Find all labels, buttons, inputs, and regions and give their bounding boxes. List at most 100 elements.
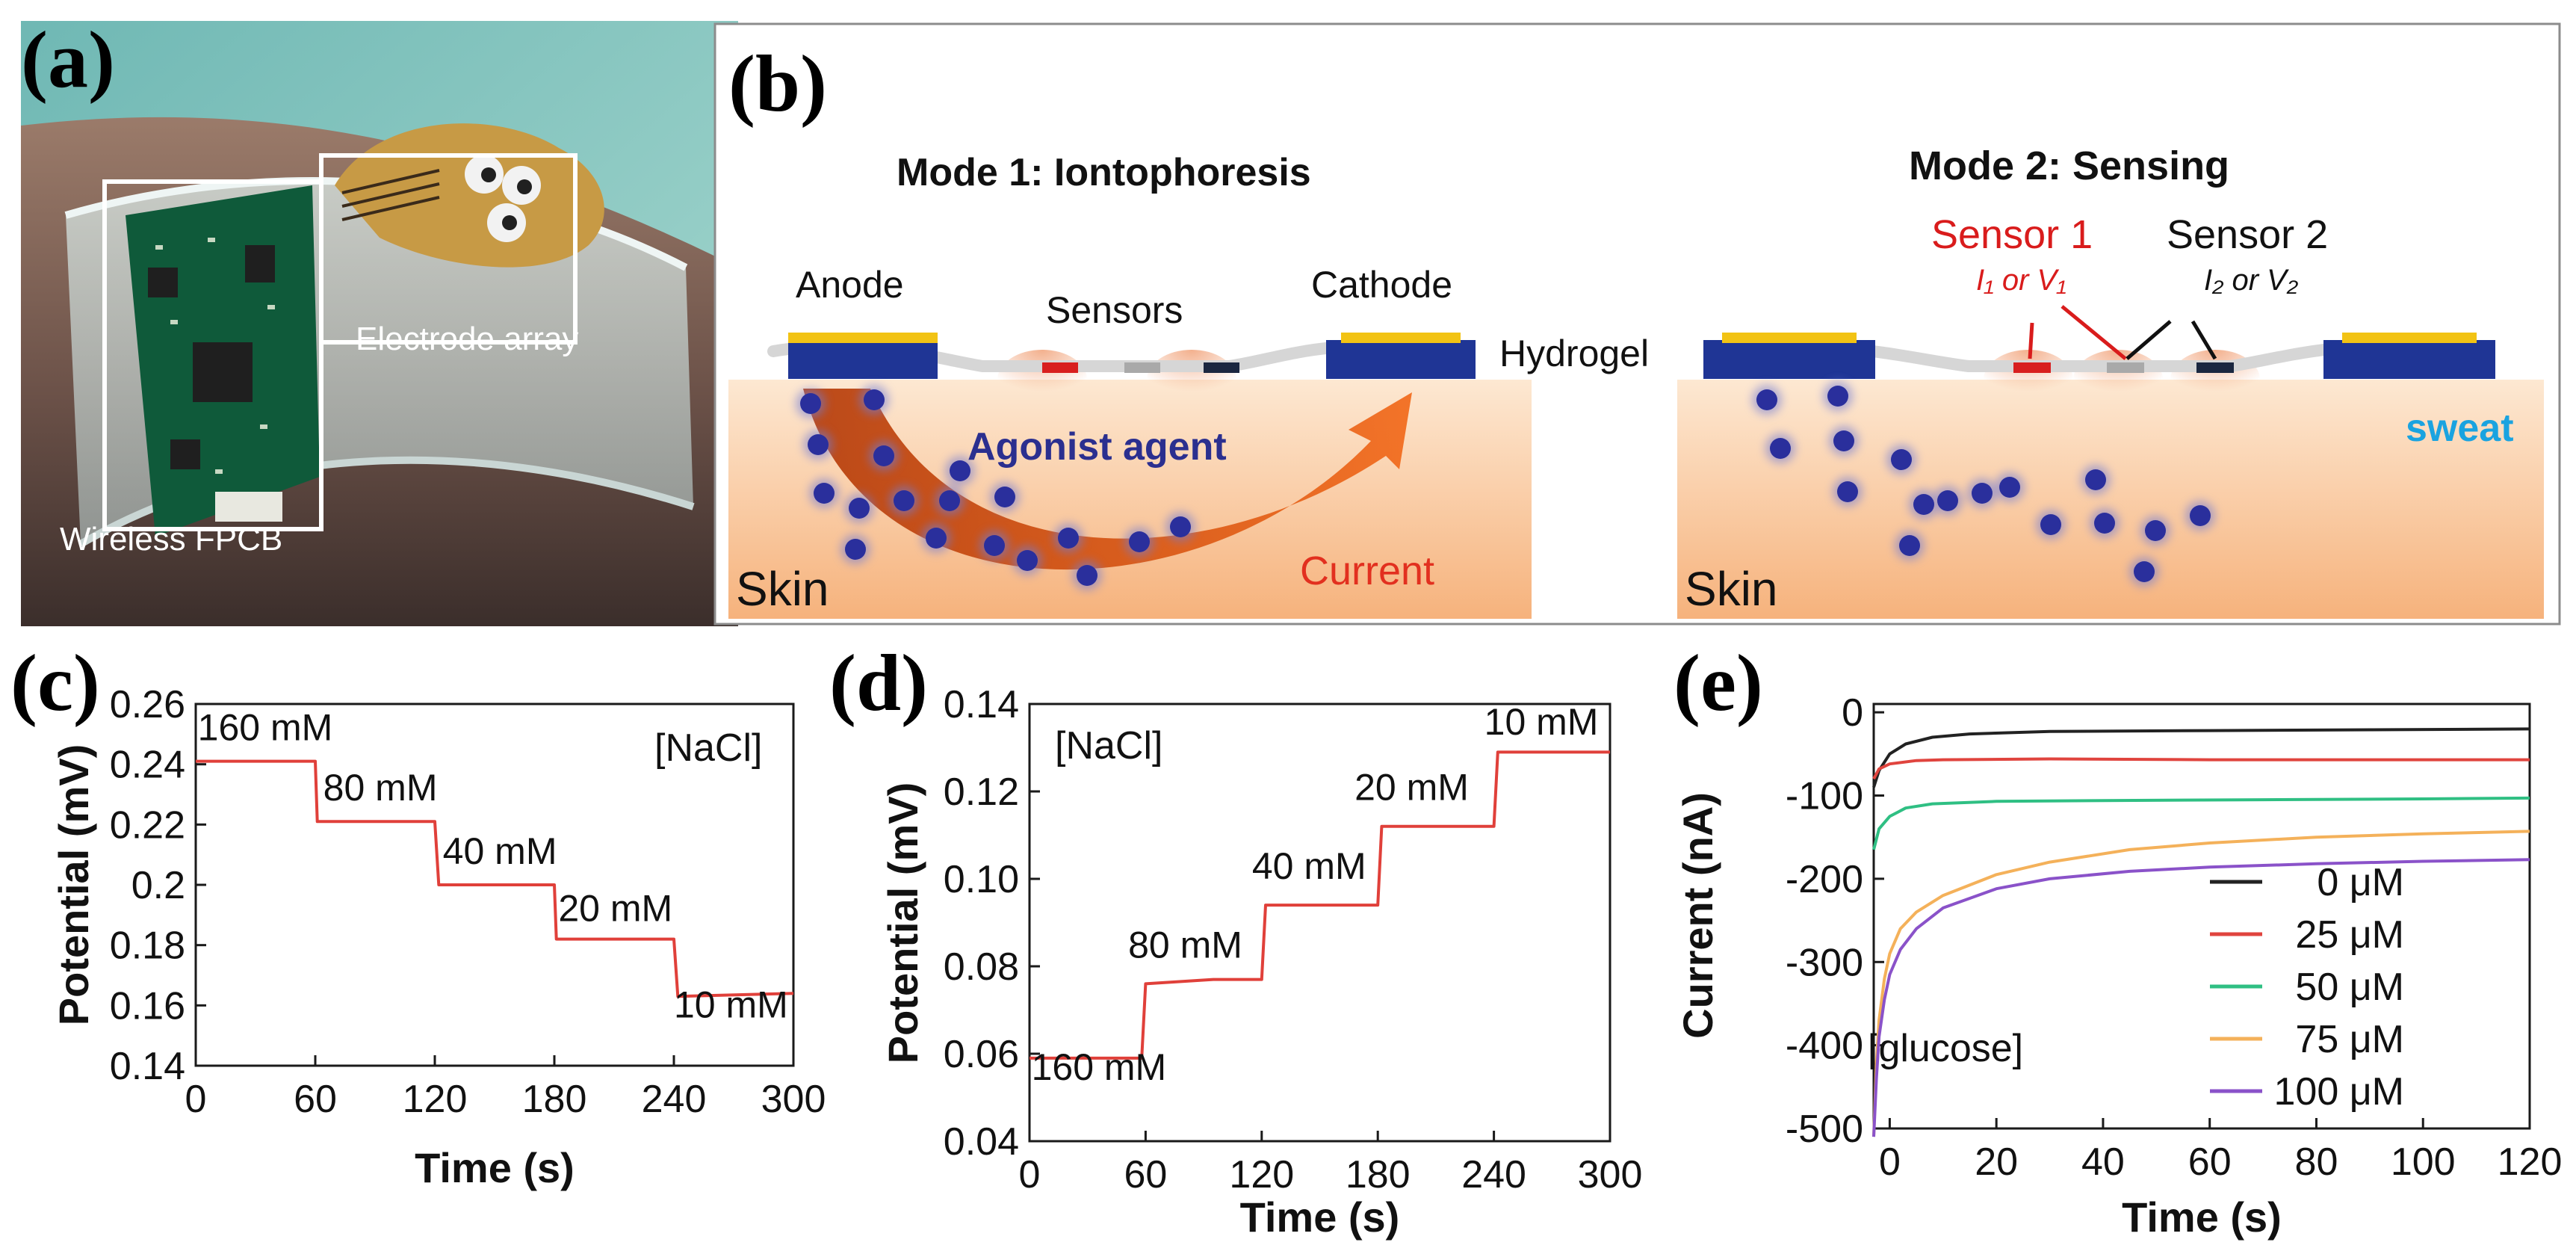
- series-line: [196, 759, 794, 998]
- mode2-title: Mode 2: Sensing: [1909, 143, 2229, 188]
- panel-label-b: (b): [728, 40, 827, 129]
- agonist-label: Agonist agent: [967, 425, 1227, 469]
- series-line: [1872, 796, 2530, 850]
- y-tick-label: 0.12: [944, 770, 1019, 814]
- skin-label-mode1: Skin: [736, 562, 829, 616]
- condition-label: [glucose]: [1868, 1027, 2023, 1070]
- chart-d: (d) 0.04 0.06 0.08 0.10 0.12 0.14 0 60 120 180 240 3…: [829, 639, 1643, 1241]
- cathode-electrode: [1326, 340, 1476, 379]
- sensors-label: Sensors: [1046, 289, 1183, 331]
- sweat-label: sweat: [2406, 407, 2514, 450]
- sensor1-label: Sensor 1: [1931, 212, 2093, 257]
- chart-e: (e) 0 -100 -200 -300 -400 -500 0 20 40 60 80 100 120 T…: [1674, 639, 2563, 1241]
- y-tick-label: 0.04: [944, 1120, 1019, 1164]
- x-tick-label: 60: [294, 1078, 337, 1121]
- step-label: 10 mM: [674, 983, 788, 1025]
- plot-frame: [1028, 702, 1611, 1143]
- x-tick-label: 100: [2391, 1140, 2456, 1184]
- y-tick-label: 0.16: [110, 984, 185, 1028]
- step-label: 40 mM: [443, 830, 557, 872]
- x-tick-label: 0: [1019, 1153, 1041, 1196]
- x-tick-label: 0: [185, 1078, 207, 1121]
- electrode-array: [335, 123, 604, 268]
- x-tick-label: 20: [1975, 1140, 2018, 1184]
- series-line: [1872, 727, 2530, 788]
- x-tick-label: 180: [1346, 1153, 1411, 1196]
- x-tick-label: 60: [1124, 1153, 1167, 1196]
- legend-item: 100 μM: [2274, 1070, 2404, 1114]
- step-label: 160 mM: [1032, 1046, 1167, 1088]
- sweat-particles: [1752, 381, 2215, 587]
- step-label: 80 mM: [1128, 924, 1242, 966]
- electrode-array-label: Electrode array: [356, 321, 578, 357]
- y-axis-label: Potential (mV): [50, 744, 97, 1025]
- y-tick-label: -300: [1786, 941, 1863, 984]
- y-tick-label: 0.08: [944, 945, 1019, 989]
- series-line: [1872, 830, 2530, 1137]
- panel-a: Electrode array Wireless FPCB (a): [21, 21, 738, 626]
- panel-label-e: (e): [1674, 639, 1763, 728]
- legend-item: 75 μM: [2295, 1018, 2404, 1061]
- mode2-diagram: Mode 2: Sensing: [1677, 143, 2544, 619]
- y-tick-label: -100: [1786, 775, 1863, 818]
- y-tick-label: 0.24: [110, 744, 185, 787]
- anode-label: Anode: [796, 264, 904, 306]
- step-label: 20 mM: [1354, 767, 1469, 809]
- fpcb-box: [102, 179, 323, 531]
- panel-label-a: (a): [21, 21, 115, 105]
- panel-b: (b) Mode 1: Iontophoresis: [713, 22, 2561, 626]
- y-tick-label: 0.06: [944, 1033, 1019, 1076]
- step-label: 160 mM: [198, 706, 333, 748]
- legend-item: 50 μM: [2295, 966, 2404, 1009]
- agonist-particles: [796, 385, 1195, 590]
- condition-label: [NaCl]: [654, 726, 762, 770]
- step-label: 80 mM: [323, 767, 438, 809]
- x-tick-label: 240: [1461, 1153, 1526, 1196]
- x-tick-label: 180: [522, 1078, 587, 1121]
- sensor2-label: Sensor 2: [2167, 212, 2328, 257]
- y-tick-label: -200: [1786, 858, 1863, 901]
- x-tick-label: 0: [1879, 1140, 1901, 1184]
- hydrogel-label: Hydrogel: [1499, 333, 1649, 374]
- panel-label-d: (d): [829, 639, 928, 728]
- y-tick-label: 0.22: [110, 803, 185, 847]
- condition-label: [NaCl]: [1055, 724, 1162, 768]
- cathode-label: Cathode: [1311, 264, 1452, 306]
- y-tick-label: 0.18: [110, 924, 185, 968]
- anode-electrode: [788, 340, 938, 379]
- sensor1-sub: I₁ or V₁: [1976, 264, 2066, 297]
- x-tick-label: 120: [2498, 1140, 2563, 1184]
- series-line: [1872, 858, 2530, 1137]
- electrode-array-box: [319, 153, 578, 345]
- series-line: [1030, 750, 1610, 1060]
- y-tick-label: 0.14: [944, 683, 1019, 726]
- x-axis-label: Time (s): [415, 1144, 575, 1191]
- y-axis-label: Potential (mV): [879, 782, 926, 1063]
- y-tick-label: 0.2: [131, 864, 185, 907]
- y-tick-label: -500: [1786, 1108, 1863, 1151]
- step-label: 40 mM: [1252, 845, 1366, 887]
- x-tick-label: 60: [2188, 1140, 2232, 1184]
- x-tick-label: 80: [2295, 1140, 2338, 1184]
- x-tick-label: 300: [1578, 1153, 1643, 1196]
- fpcb-label: Wireless FPCB: [60, 521, 282, 558]
- y-tick-label: 0.14: [110, 1045, 185, 1088]
- y-tick-label: 0.26: [110, 683, 185, 726]
- skin-label-mode2: Skin: [1685, 562, 1778, 616]
- plot-frame: [1872, 702, 2531, 1130]
- x-tick-label: 300: [761, 1078, 826, 1121]
- panel-label-c: (c): [10, 639, 100, 728]
- y-tick-label: 0.10: [944, 858, 1019, 901]
- chart-c: (c) 0.14 0.16 0.18 0.2 0.22 0.24 0.26 0 60 120 180 2…: [10, 639, 826, 1191]
- series-line: [1872, 757, 2530, 780]
- legend-item: 0 μM: [2317, 861, 2404, 904]
- x-tick-label: 40: [2081, 1140, 2125, 1184]
- x-tick-label: 240: [642, 1078, 707, 1121]
- step-label: 20 mM: [558, 887, 672, 929]
- legend-item: 25 μM: [2295, 913, 2404, 957]
- x-axis-label: Time (s): [2122, 1193, 2282, 1241]
- x-tick-label: 120: [1229, 1153, 1294, 1196]
- y-tick-label: 0: [1842, 691, 1863, 735]
- mode1-diagram: Mode 1: Iontophoresis: [728, 151, 1649, 619]
- current-label: Current: [1300, 549, 1434, 593]
